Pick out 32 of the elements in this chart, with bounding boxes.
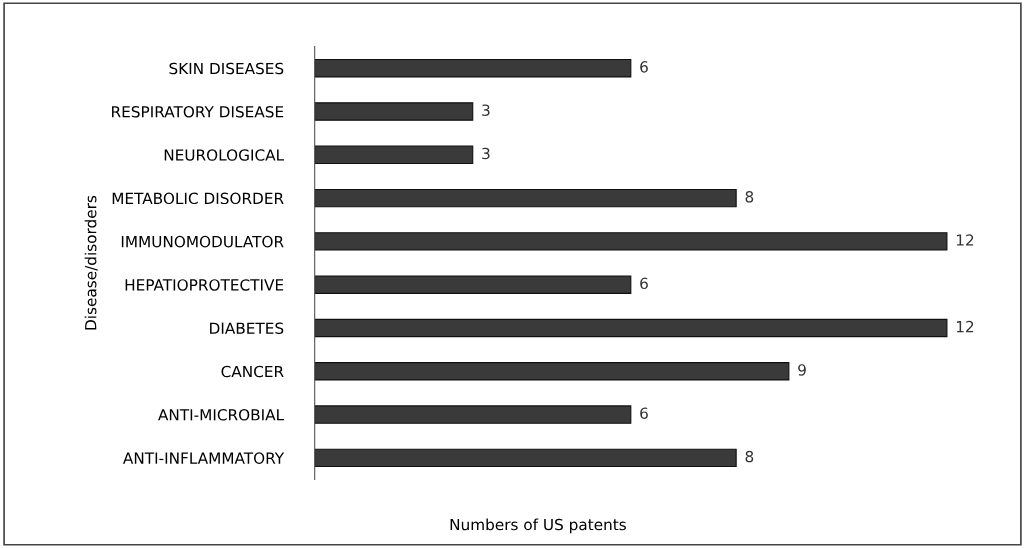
y-tick-label: ANTI-INFLAMMATORY xyxy=(123,452,285,464)
bar xyxy=(314,275,632,294)
bar xyxy=(314,232,948,251)
data-label: 3 xyxy=(482,104,490,116)
y-tick-label: NEUROLOGICAL xyxy=(164,149,285,161)
y-tick-label: SKIN DISEASES xyxy=(169,62,284,75)
data-label: 12 xyxy=(956,320,974,333)
y-tick-label: ANTI-MICROBIAL xyxy=(158,409,285,421)
y-axis-title: Disease/disorders xyxy=(84,195,98,330)
data-label: 8 xyxy=(745,190,754,203)
y-tick-label: METABOLIC DISORDER xyxy=(112,192,284,205)
bar xyxy=(314,448,737,468)
bar xyxy=(314,102,474,121)
x-axis-title: Numbers of US patents xyxy=(450,518,626,534)
data-label: 6 xyxy=(640,277,648,290)
bar xyxy=(314,362,790,381)
bar xyxy=(314,318,948,338)
y-tick-label: DIABETES xyxy=(210,322,284,334)
y-tick-label: RESPIRATORY DISEASE xyxy=(112,105,284,118)
data-label: 6 xyxy=(640,407,648,419)
data-label: 8 xyxy=(745,450,754,463)
bar xyxy=(314,188,737,208)
data-label: 12 xyxy=(956,234,974,246)
data-label: 3 xyxy=(482,147,490,160)
y-tick-label: CANCER xyxy=(221,365,284,378)
bar xyxy=(314,145,474,165)
bar xyxy=(314,405,632,424)
bar xyxy=(314,59,632,78)
y-tick-label: HEPATIOPROTECTIVE xyxy=(125,279,284,291)
y-tick-label: IMMUNOMODULATOR xyxy=(121,235,284,248)
data-label: 6 xyxy=(640,61,648,73)
data-label: 9 xyxy=(798,364,806,376)
